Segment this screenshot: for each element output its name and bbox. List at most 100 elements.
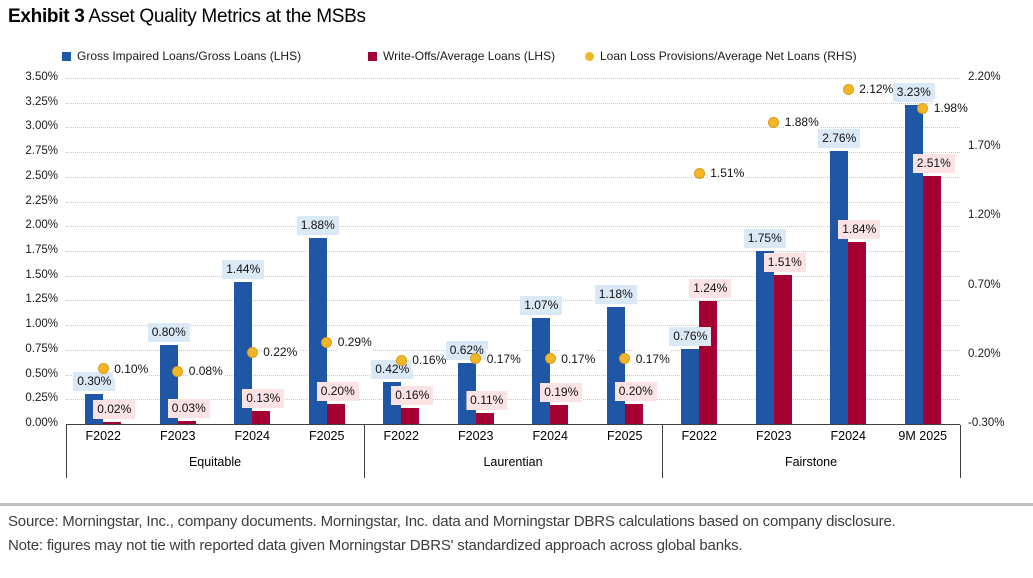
legend-item-write-offs: Write-Offs/Average Loans (LHS) <box>368 49 555 63</box>
data-label-write-offs: 1.84% <box>838 220 881 240</box>
dot-loan-loss-provisions <box>842 83 854 95</box>
gridline <box>66 152 960 154</box>
data-label-gross-impaired: 1.75% <box>743 229 786 248</box>
category-label: F2025 <box>309 429 345 443</box>
bar-gross-impaired-loans <box>755 251 774 424</box>
category-label: F2023 <box>160 429 196 443</box>
data-label-loan-loss-provisions: 1.98% <box>932 99 969 119</box>
data-label-gross-impaired: 0.62% <box>445 340 488 360</box>
right-axis-tick-label: 0.20% <box>968 347 1001 360</box>
bar-write-offs <box>103 422 122 424</box>
category-label: F2024 <box>234 429 270 443</box>
data-label-write-offs: 0.02% <box>93 400 136 420</box>
left-axis-tick-label: 3.50% <box>25 71 58 83</box>
category-label: 9M 2025 <box>898 429 948 443</box>
dot-loan-loss-provisions <box>917 102 929 114</box>
left-axis-tick-label: 3.00% <box>25 120 58 133</box>
bar-write-offs <box>773 274 792 424</box>
dot-loan-loss-provisions <box>97 363 109 375</box>
bar-write-offs <box>699 301 718 424</box>
data-label-gross-impaired: 0.76% <box>669 326 712 346</box>
exhibit-number: Exhibit 3 <box>8 6 85 27</box>
data-label-write-offs: 0.11% <box>466 391 508 411</box>
left-axis-tick-label: 0.75% <box>25 342 58 355</box>
data-label-loan-loss-provisions: 0.08% <box>187 362 224 382</box>
data-label-loan-loss-provisions: 2.12% <box>858 80 895 100</box>
category-label: F2022 <box>681 429 717 443</box>
data-label-write-offs: 0.20% <box>316 382 359 402</box>
data-label-gross-impaired: 0.30% <box>73 372 116 392</box>
bar-write-offs <box>326 404 345 424</box>
group-divider <box>364 425 365 478</box>
data-label-write-offs: 1.24% <box>689 279 732 299</box>
data-label-loan-loss-provisions: 1.88% <box>783 113 820 133</box>
right-axis-tick-label: -0.30% <box>968 417 1005 429</box>
page-title: Exhibit 3 Asset Quality Metrics at the M… <box>8 6 366 28</box>
dot-loan-loss-provisions <box>768 116 780 128</box>
data-label-write-offs: 2.51% <box>912 153 955 173</box>
x-axis-line <box>66 424 960 425</box>
dot-loan-loss-provisions <box>693 167 705 179</box>
data-label-write-offs: 1.51% <box>763 252 806 272</box>
gridline <box>66 275 960 277</box>
legend-square-icon <box>62 51 71 61</box>
right-axis-tick-label: 2.20% <box>968 71 1001 83</box>
bar-write-offs <box>401 408 420 424</box>
data-label-write-offs: 0.13% <box>242 389 285 409</box>
data-label-loan-loss-provisions: 0.29% <box>336 333 373 353</box>
gridline <box>66 201 960 203</box>
legend-item-loan-loss-provisions: Loan Loss Provisions/Average Net Loans (… <box>585 49 857 63</box>
bar-write-offs <box>252 411 271 424</box>
gridline <box>66 325 960 327</box>
data-label-loan-loss-provisions: 0.17% <box>560 349 597 369</box>
category-label: F2022 <box>85 429 121 443</box>
data-label-gross-impaired: 1.88% <box>296 216 339 236</box>
data-label-gross-impaired: 1.18% <box>594 285 637 305</box>
left-axis-tick-label: 1.00% <box>25 318 58 331</box>
data-label-gross-impaired: 1.07% <box>520 296 563 316</box>
data-label-loan-loss-provisions: 0.22% <box>262 343 299 363</box>
gridline <box>66 374 960 376</box>
data-label-gross-impaired: 0.42% <box>371 360 414 380</box>
bar-write-offs <box>177 421 196 424</box>
category-label: F2024 <box>830 429 866 443</box>
legend-item-gross-impaired: Gross Impaired Loans/Gross Loans (LHS) <box>62 49 301 63</box>
data-label-loan-loss-provisions: 0.17% <box>634 349 671 369</box>
data-label-loan-loss-provisions: 0.17% <box>485 349 522 369</box>
left-axis-tick-label: 0.25% <box>25 392 58 405</box>
bar-write-offs <box>475 413 494 424</box>
group-divider <box>662 425 663 478</box>
left-axis-tick-label: 0.00% <box>25 417 58 429</box>
bar-gross-impaired-loans <box>606 307 625 424</box>
data-label-gross-impaired: 3.23% <box>892 82 935 102</box>
group-divider <box>960 425 961 478</box>
dot-loan-loss-provisions <box>172 365 184 377</box>
bar-write-offs <box>848 242 867 424</box>
data-label-write-offs: 0.03% <box>167 399 210 419</box>
dot-loan-loss-provisions <box>395 354 407 366</box>
legend-label: Gross Impaired Loans/Gross Loans (LHS) <box>77 49 302 63</box>
dot-loan-loss-provisions <box>246 346 258 358</box>
chart-legend: Gross Impaired Loans/Gross Loans (LHS) W… <box>0 49 1033 65</box>
gridline <box>66 127 960 129</box>
right-axis-tick-label: 1.20% <box>968 209 1001 222</box>
left-axis-tick-label: 2.25% <box>25 194 58 207</box>
source-text: Source: Morningstar, Inc., company docum… <box>8 513 896 530</box>
bar-gross-impaired-loans <box>681 348 700 424</box>
data-label-gross-impaired: 2.76% <box>818 129 861 149</box>
bar-chart: 0.00% 0.25% 0.50% 0.75% 1.00% 1.25% 1.50% 1.75%… <box>25 71 1005 478</box>
gridline <box>66 251 960 252</box>
bar-write-offs <box>624 404 643 424</box>
data-label-loan-loss-provisions: 0.16% <box>411 351 448 371</box>
left-axis-tick-label: 0.50% <box>25 367 58 380</box>
left-axis-tick-label: 2.50% <box>25 169 58 182</box>
legend-label: Write-Offs/Average Loans (LHS) <box>383 49 556 63</box>
bar-write-offs <box>550 405 569 424</box>
gridline <box>66 176 960 178</box>
dot-loan-loss-provisions <box>544 353 556 365</box>
gridline <box>66 399 960 401</box>
category-label: F2022 <box>383 429 419 443</box>
category-label: F2023 <box>756 429 792 443</box>
bar-gross-impaired-loans <box>234 281 253 424</box>
note-text: Note: figures may not tie with reported … <box>8 537 743 554</box>
